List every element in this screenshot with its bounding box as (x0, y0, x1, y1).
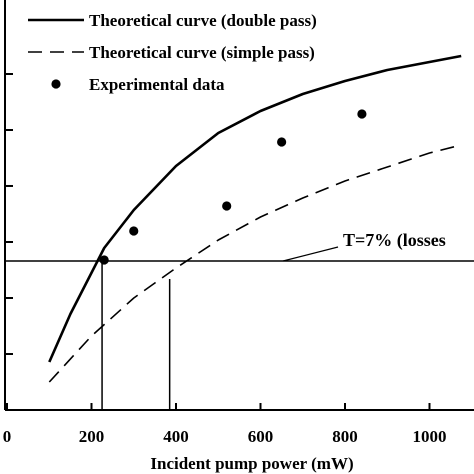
series-line-double-pass (48, 54, 462, 363)
data-point (357, 109, 367, 119)
experimental-points (99, 109, 367, 265)
data-point (222, 201, 232, 211)
legend-label-experimental: Experimental data (89, 75, 225, 94)
plot-frame (4, 0, 474, 411)
series-line-simple-pass (48, 144, 462, 383)
x-axis-label: Incident pump power (mW) (150, 454, 353, 473)
x-ticks: 0 200 400 600 800 1000 (3, 403, 447, 446)
y-ticks (5, 73, 13, 411)
x-tick-label: 200 (79, 427, 105, 446)
series-lines (48, 54, 462, 383)
x-tick-label: 1000 (413, 427, 447, 446)
x-tick-label: 600 (248, 427, 274, 446)
x-tick-label: 800 (332, 427, 358, 446)
threshold-annotation: T=7% (losses (343, 230, 446, 251)
legend-label-simple-pass: Theoretical curve (simple pass) (89, 43, 315, 62)
data-point (129, 226, 139, 236)
data-point (99, 255, 109, 265)
data-point (277, 137, 287, 147)
x-tick-label: 400 (163, 427, 189, 446)
legend-label-double-pass: Theoretical curve (double pass) (89, 11, 317, 30)
annotations: T=7% (losses (5, 230, 474, 410)
legend: Theoretical curve (double pass) Theoreti… (28, 11, 317, 94)
x-tick-label: 0 (3, 427, 12, 446)
annotation-leader (282, 246, 339, 262)
legend-marker-swatch (51, 79, 61, 89)
